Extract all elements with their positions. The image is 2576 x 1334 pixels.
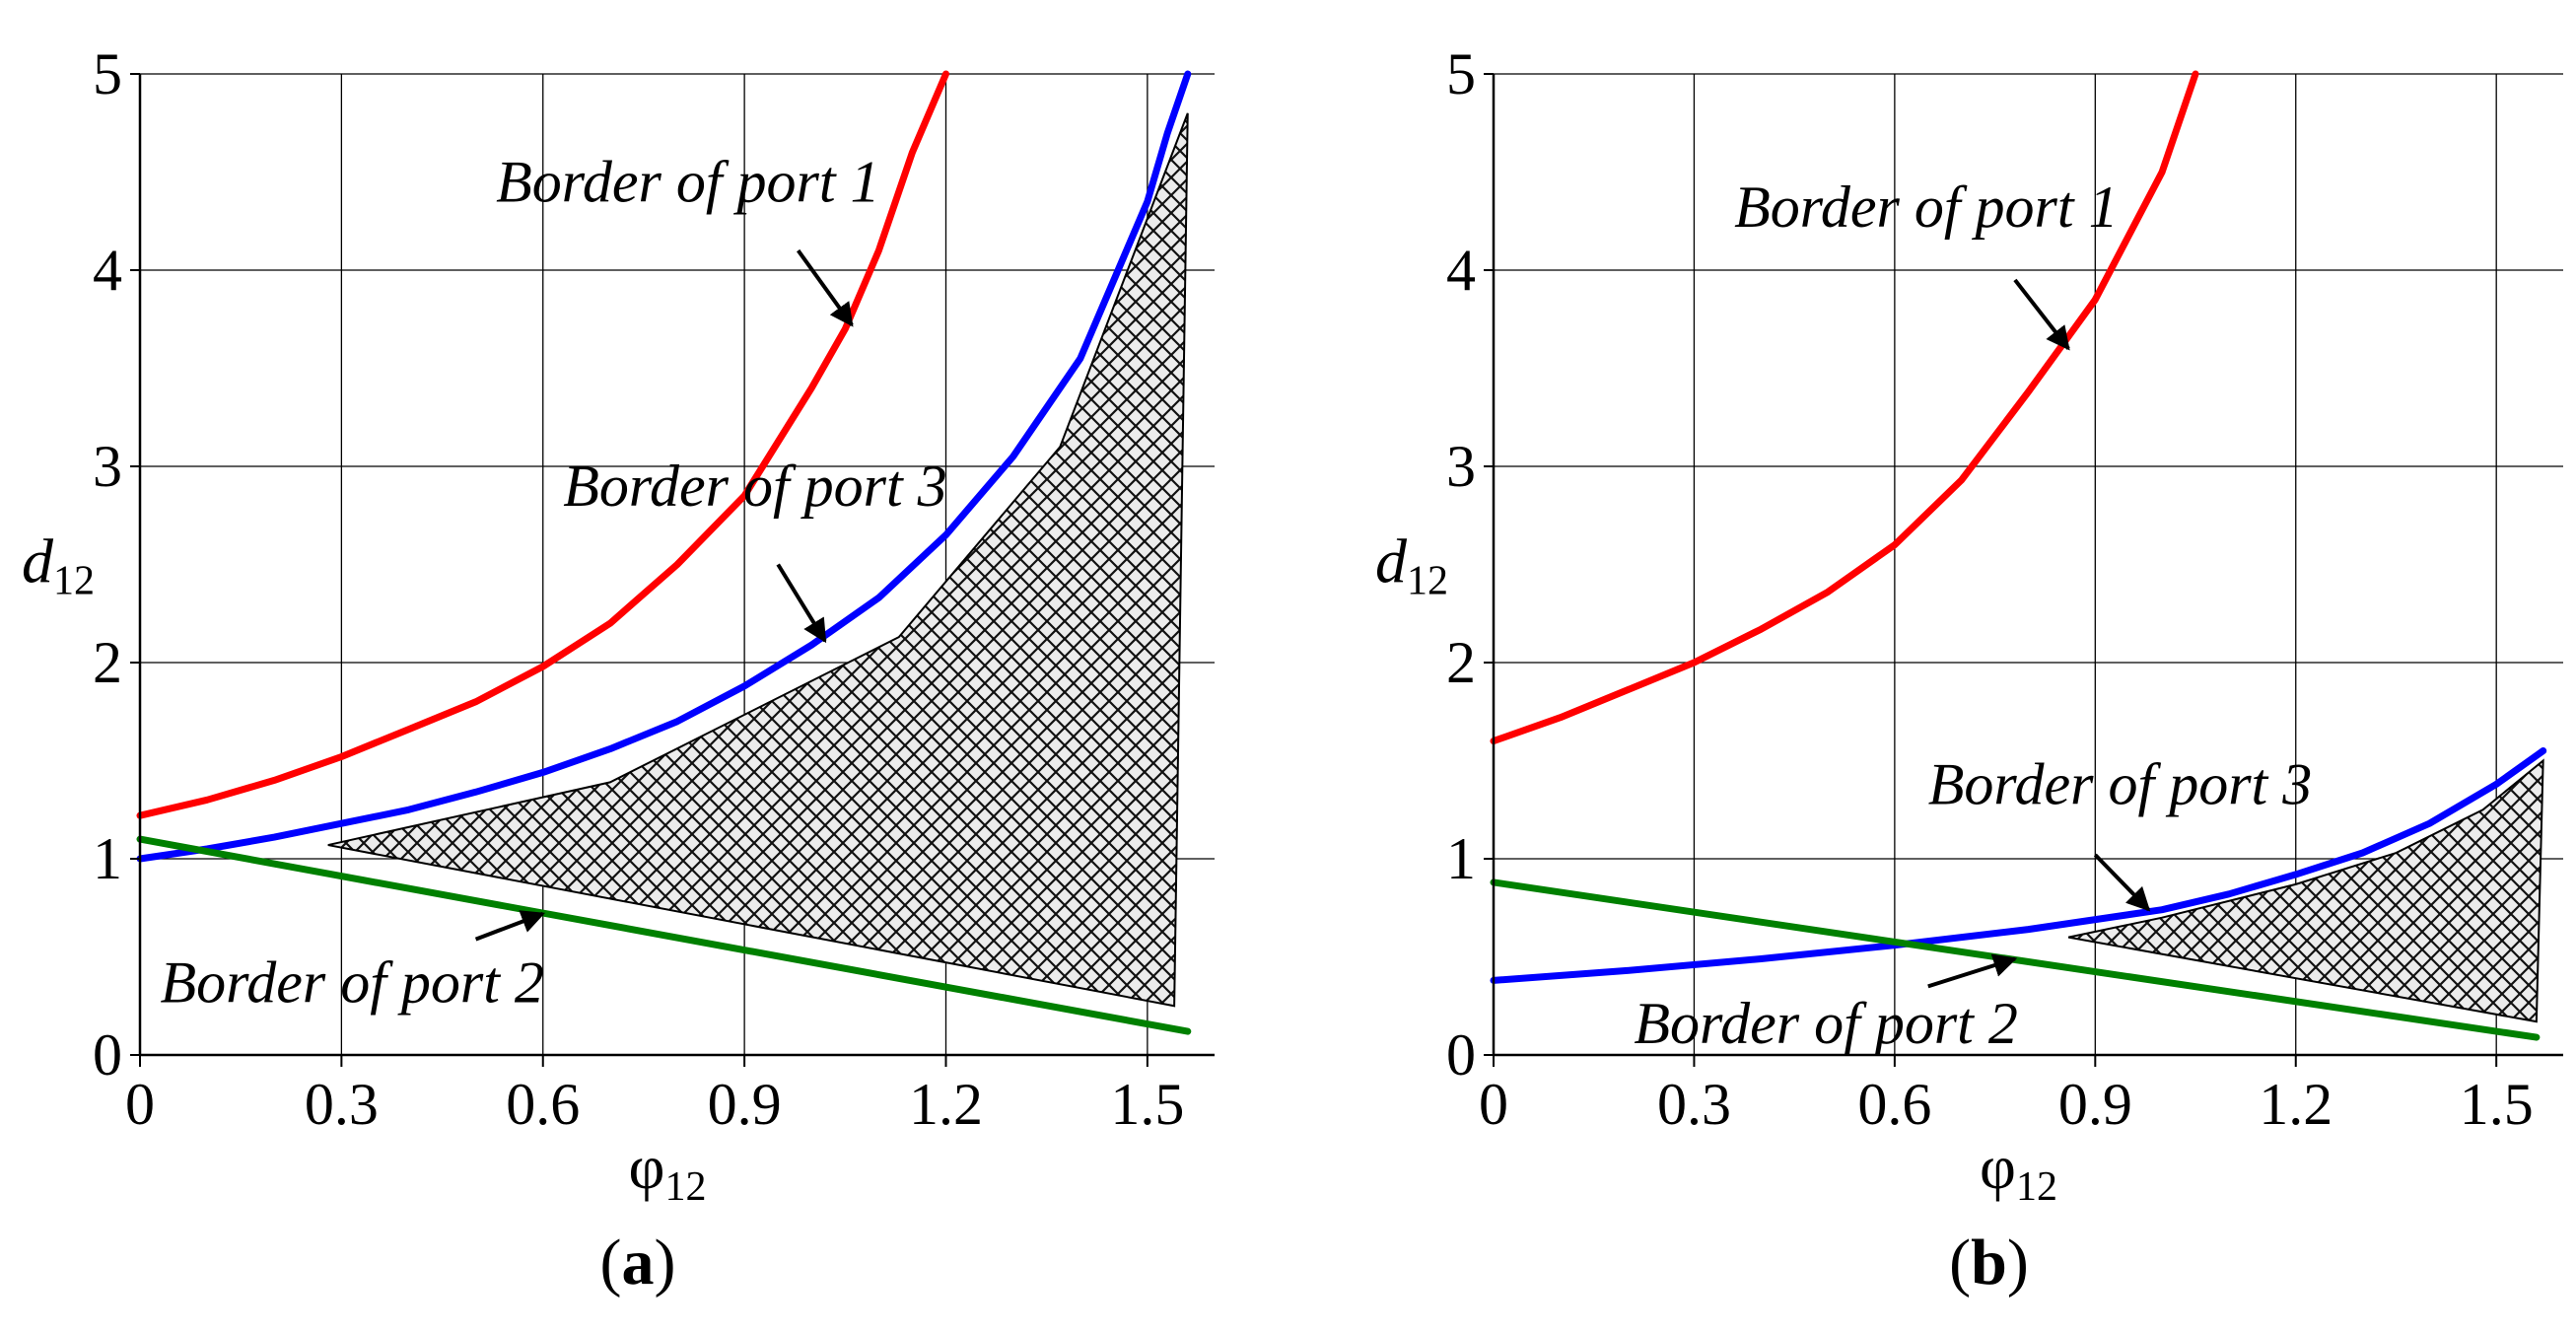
feasible-region bbox=[327, 112, 1189, 1008]
y-tick-label: 5 bbox=[93, 41, 122, 106]
series-line-border-of-port-1 bbox=[136, 70, 949, 819]
annotation-label: Border of port 3 bbox=[563, 454, 946, 519]
y-tick-label: 2 bbox=[93, 630, 122, 695]
x-tick-label: 0 bbox=[125, 1072, 155, 1137]
x-tick-label: 1.5 bbox=[1110, 1072, 1184, 1137]
feasible-region bbox=[2067, 758, 2544, 1023]
panel-label-open: ( bbox=[600, 1227, 622, 1299]
panel-label-letter: b bbox=[1971, 1227, 2007, 1299]
annotation-arrow bbox=[1927, 953, 2018, 989]
y-axis-label: d12 bbox=[22, 527, 95, 604]
y-axis-label: d12 bbox=[1375, 527, 1448, 604]
x-axis-label-main: φ bbox=[1980, 1132, 2016, 1202]
x-tick-label: 1.5 bbox=[2460, 1072, 2534, 1137]
x-axis-label: φ12 bbox=[629, 1132, 707, 1210]
annotation-label: Border of port 3 bbox=[1928, 751, 2312, 816]
x-tick-label: 0.6 bbox=[506, 1072, 580, 1137]
x-tick-label: 0.3 bbox=[1657, 1072, 1731, 1137]
x-tick-label: 1.2 bbox=[2259, 1072, 2332, 1137]
panel-label-close: ) bbox=[655, 1227, 676, 1299]
series-line-border-of-port-3 bbox=[1490, 747, 2547, 984]
y-tick-label: 1 bbox=[93, 826, 122, 891]
y-tick-label: 2 bbox=[1446, 630, 1476, 695]
annotation-label: Border of port 1 bbox=[496, 149, 879, 214]
panel-label-letter: a bbox=[622, 1227, 655, 1299]
x-tick-label: 0.9 bbox=[708, 1072, 782, 1137]
annotation-label: Border of port 2 bbox=[1634, 991, 2017, 1056]
y-tick-label: 0 bbox=[93, 1022, 122, 1088]
annotation-label: Border of port 2 bbox=[160, 949, 543, 1015]
panel-label: (b) bbox=[1949, 1227, 2029, 1299]
annotation-label: Border of port 1 bbox=[1734, 175, 2118, 240]
x-axis-label-main: φ bbox=[629, 1132, 665, 1202]
x-tick-label: 0 bbox=[1479, 1072, 1508, 1137]
y-tick-label: 3 bbox=[93, 434, 122, 499]
annotation-arrow bbox=[776, 563, 827, 644]
panel-label-close: ) bbox=[2007, 1227, 2029, 1299]
annotation-arrow bbox=[474, 910, 545, 942]
x-tick-label: 0.3 bbox=[305, 1072, 379, 1137]
annotation-arrow bbox=[797, 248, 854, 327]
y-tick-label: 4 bbox=[93, 238, 122, 303]
y-tick-label: 0 bbox=[1446, 1022, 1476, 1088]
panel-label-open: ( bbox=[1949, 1227, 1971, 1299]
x-axis-label-sub: 12 bbox=[2016, 1164, 2057, 1210]
y-axis-label-main: d bbox=[1375, 527, 1408, 597]
series-line-border-of-port-3 bbox=[136, 70, 1192, 863]
x-tick-label: 0.6 bbox=[1857, 1072, 1931, 1137]
series-line-border-of-port-1 bbox=[1490, 70, 2199, 745]
x-tick-label: 1.2 bbox=[909, 1072, 983, 1137]
x-tick-label: 0.9 bbox=[2058, 1072, 2132, 1137]
annotation-arrow bbox=[2093, 853, 2151, 912]
panel-label: (a) bbox=[600, 1227, 676, 1299]
y-axis-label-sub: 12 bbox=[1407, 559, 1448, 604]
y-tick-label: 4 bbox=[1446, 238, 1476, 303]
x-axis-label-sub: 12 bbox=[664, 1164, 706, 1210]
series-line-border-of-port-2 bbox=[136, 835, 1192, 1035]
x-axis-label: φ12 bbox=[1980, 1132, 2057, 1210]
y-axis-label-sub: 12 bbox=[53, 559, 95, 604]
y-axis-label-main: d bbox=[22, 527, 54, 597]
y-tick-label: 5 bbox=[1446, 41, 1476, 106]
annotation-arrow bbox=[2013, 278, 2070, 351]
y-tick-label: 1 bbox=[1446, 826, 1476, 891]
y-tick-label: 3 bbox=[1446, 434, 1476, 499]
